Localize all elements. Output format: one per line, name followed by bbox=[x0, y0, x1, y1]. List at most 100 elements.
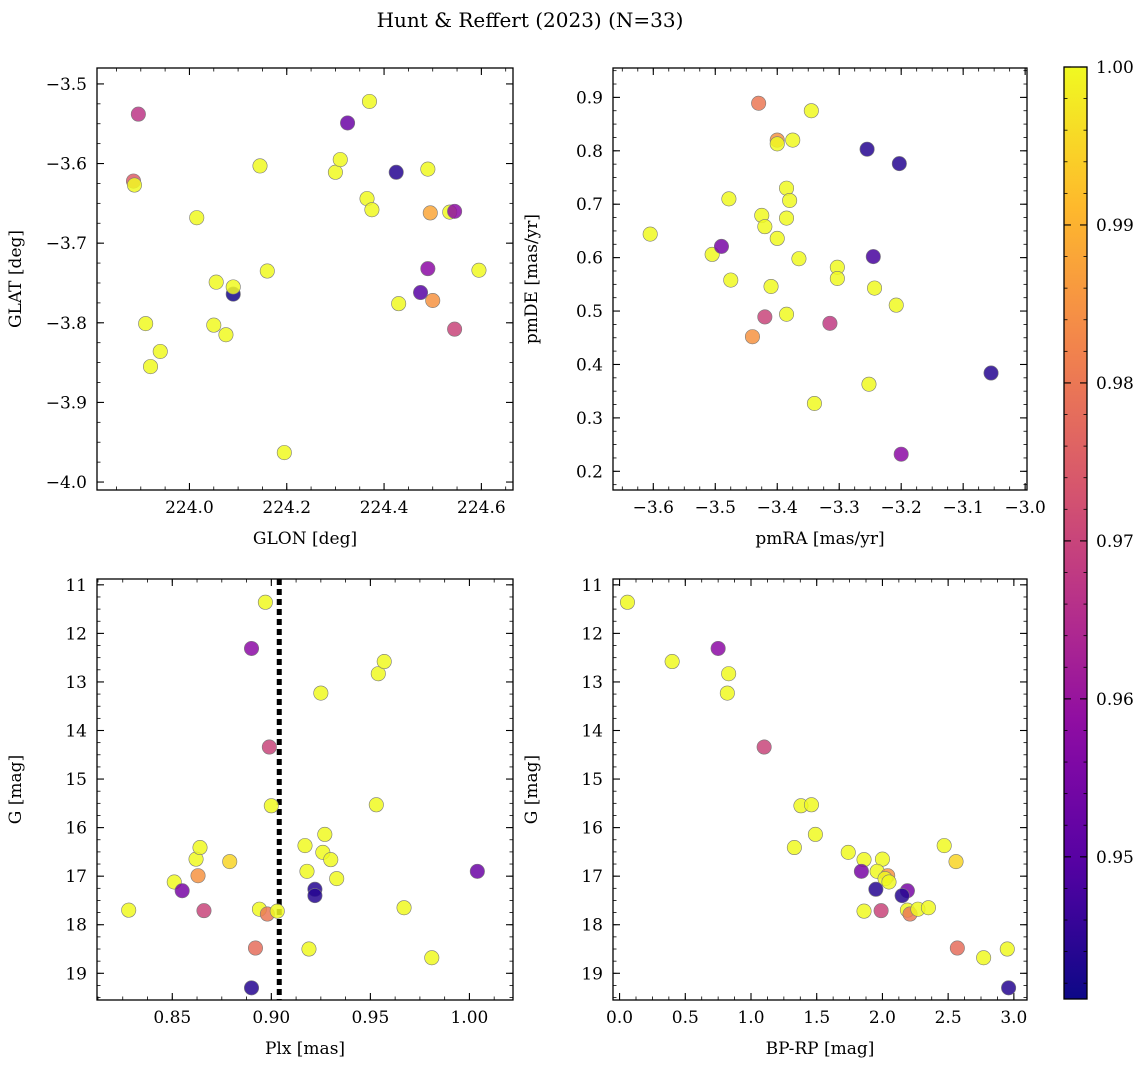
data-point bbox=[152, 343, 168, 359]
data-layer bbox=[121, 579, 485, 1000]
y-tick-label: 0.2 bbox=[576, 462, 603, 482]
data-point bbox=[138, 316, 154, 332]
data-point bbox=[247, 940, 263, 956]
data-point bbox=[340, 115, 356, 131]
data-point bbox=[376, 654, 392, 670]
data-layer bbox=[125, 93, 487, 461]
data-point bbox=[307, 888, 323, 904]
x-tick-label: 224.4 bbox=[360, 498, 409, 518]
data-point bbox=[893, 446, 909, 462]
data-point bbox=[785, 132, 801, 148]
axes-frame bbox=[96, 67, 514, 491]
data-point bbox=[225, 279, 241, 295]
data-point bbox=[190, 868, 206, 884]
x-tick-label: 0.5 bbox=[672, 1008, 699, 1028]
data-point bbox=[447, 203, 463, 219]
data-point bbox=[126, 177, 142, 193]
data-point bbox=[323, 852, 339, 868]
data-point bbox=[713, 238, 729, 254]
y-tick-label: 0.7 bbox=[576, 195, 603, 215]
data-point bbox=[948, 854, 964, 870]
data-point bbox=[388, 164, 404, 180]
data-point bbox=[425, 292, 441, 308]
y-tick-label: −3.6 bbox=[46, 155, 87, 175]
data-point bbox=[244, 640, 260, 656]
data-point bbox=[471, 262, 487, 278]
data-point bbox=[276, 445, 292, 461]
x-tick-label: −3.2 bbox=[881, 498, 922, 518]
y-tick-label: 19 bbox=[65, 964, 87, 984]
data-point bbox=[269, 903, 285, 919]
y-tick-label: 17 bbox=[581, 867, 603, 887]
data-point bbox=[721, 666, 737, 682]
y-tick-label: 16 bbox=[65, 819, 87, 839]
panel-sky: 224.0 224.2 224.4 224.6 −4.0 −3.9 −3.8 −3.7 −3.6… bbox=[6, 67, 514, 549]
data-point bbox=[257, 594, 273, 610]
y-tick-label: 13 bbox=[581, 673, 603, 693]
data-point bbox=[757, 309, 773, 325]
data-point bbox=[861, 376, 877, 392]
x-tick-label: 0.90 bbox=[252, 1008, 290, 1028]
data-point bbox=[313, 685, 329, 701]
data-point bbox=[803, 103, 819, 119]
data-point bbox=[856, 903, 872, 919]
y-tick-label: 0.3 bbox=[576, 409, 603, 429]
colorbar-tick-label: 0.98 bbox=[1096, 374, 1134, 394]
data-point bbox=[829, 270, 845, 286]
colorbar-tick-label: 1.00 bbox=[1096, 58, 1134, 78]
colorbar-tick-label: 0.96 bbox=[1096, 690, 1134, 710]
data-point bbox=[619, 594, 635, 610]
data-point bbox=[413, 285, 429, 301]
x-tick-label: −3.3 bbox=[819, 498, 860, 518]
x-tick-label: −3.6 bbox=[633, 498, 674, 518]
data-point bbox=[786, 840, 802, 856]
y-tick-label: −3.8 bbox=[46, 314, 87, 334]
x-tick-label: 224.0 bbox=[165, 498, 214, 518]
data-point bbox=[422, 205, 438, 221]
x-tick-label: 224.6 bbox=[457, 498, 506, 518]
y-tick-label: 0.8 bbox=[576, 142, 603, 162]
data-point bbox=[873, 903, 889, 919]
data-point bbox=[218, 327, 234, 343]
data-point bbox=[424, 950, 440, 966]
data-point bbox=[894, 888, 910, 904]
y-tick-label: 12 bbox=[65, 624, 87, 644]
x-tick-label: 2.0 bbox=[869, 1008, 896, 1028]
colorbar-tick-label: 0.95 bbox=[1096, 848, 1134, 868]
data-point bbox=[299, 863, 315, 879]
x-tick-label: 0.85 bbox=[153, 1008, 191, 1028]
x-tick-label: 2.5 bbox=[935, 1008, 962, 1028]
data-point bbox=[868, 881, 884, 897]
panels: 224.0 224.2 224.4 224.6 −4.0 −3.9 −3.8 −3.7 −3.6… bbox=[6, 67, 1046, 1059]
data-point bbox=[791, 251, 807, 267]
y-axis-label: GLAT [deg] bbox=[6, 230, 26, 328]
y-tick-label: 11 bbox=[65, 576, 87, 596]
data-point bbox=[859, 141, 875, 157]
panel-plx: 0.85 0.90 0.95 1.00 11 12 13 14 15 16 17 18 19 Plx [m… bbox=[6, 576, 514, 1059]
data-point bbox=[252, 158, 268, 174]
data-point bbox=[822, 315, 838, 331]
data-point bbox=[447, 321, 463, 337]
panel-cmd: 0.0 0.5 1.0 1.5 2.0 2.5 3.0 11 12 13 14 15 16 17 18 19 B… bbox=[522, 576, 1028, 1059]
data-point bbox=[779, 306, 795, 322]
y-tick-label: 11 bbox=[581, 576, 603, 596]
axes-frame bbox=[612, 67, 1028, 491]
data-point bbox=[840, 844, 856, 860]
data-point bbox=[806, 395, 822, 411]
data-point bbox=[803, 797, 819, 813]
colorbar-tick-label: 0.99 bbox=[1096, 216, 1134, 236]
data-point bbox=[301, 941, 317, 957]
data-point bbox=[317, 826, 333, 842]
data-point bbox=[361, 93, 377, 109]
data-point bbox=[143, 359, 159, 375]
data-point bbox=[664, 654, 680, 670]
colorbar: 0.95 0.96 0.97 0.98 0.99 1.00 bbox=[1063, 58, 1134, 1000]
data-point bbox=[327, 164, 343, 180]
x-tick-label: 1.0 bbox=[737, 1008, 764, 1028]
data-point bbox=[642, 226, 658, 242]
y-tick-label: −3.7 bbox=[46, 234, 87, 254]
data-point bbox=[881, 874, 897, 890]
x-tick-label: 1.5 bbox=[803, 1008, 830, 1028]
data-point bbox=[936, 838, 952, 854]
data-point bbox=[744, 329, 760, 345]
